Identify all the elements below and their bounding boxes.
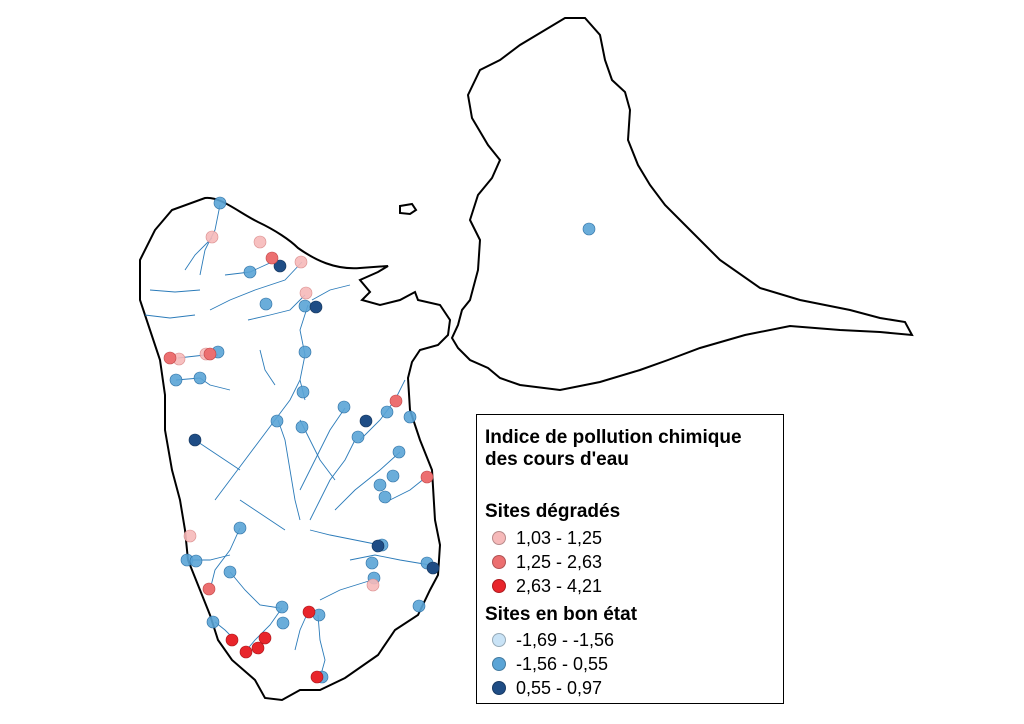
- legend-section-degraded: Sites dégradés: [485, 501, 621, 522]
- sites-degraded-medium: [163, 251, 434, 596]
- legend-item-good-1: -1,69 - -1,56: [485, 629, 614, 651]
- legend-section-good: Sites en bon état: [485, 604, 638, 625]
- map-legend: Indice de pollution chimique des cours d…: [476, 414, 784, 704]
- legend-item-label: -1,69 - -1,56: [516, 629, 615, 650]
- legend-title-line1: Indice de pollution chimique: [485, 427, 742, 448]
- legend-swatch: [492, 633, 506, 647]
- legend-title: Indice de pollution chimique des cours d…: [485, 427, 781, 471]
- legend-swatch: [492, 531, 506, 545]
- legend-item-label: 2,63 - 4,21: [516, 575, 603, 596]
- sites-good-high: [188, 259, 440, 575]
- legend-item-good-2: -1,56 - 0,55: [485, 653, 608, 675]
- islet: [399, 202, 418, 216]
- sites-degraded-high: [225, 605, 324, 684]
- legend-swatch: [492, 681, 506, 695]
- legend-item-label: 1,03 - 1,25: [516, 527, 603, 548]
- legend-title-line2: des cours d'eau: [485, 449, 629, 470]
- legend-swatch: [492, 657, 506, 671]
- legend-swatch: [492, 579, 506, 593]
- legend-item-degraded-2: 1,25 - 2,63: [485, 551, 602, 573]
- grande-terre-coastline: [450, 17, 914, 392]
- legend-swatch: [492, 555, 506, 569]
- legend-item-label: 0,55 - 0,97: [516, 677, 603, 698]
- legend-item-degraded-1: 1,03 - 1,25: [485, 527, 602, 549]
- legend-item-good-3: 0,55 - 0,97: [485, 677, 602, 699]
- legend-item-label: -1,56 - 0,55: [516, 653, 609, 674]
- legend-item-degraded-3: 2,63 - 4,21: [485, 575, 602, 597]
- legend-item-label: 1,25 - 2,63: [516, 551, 603, 572]
